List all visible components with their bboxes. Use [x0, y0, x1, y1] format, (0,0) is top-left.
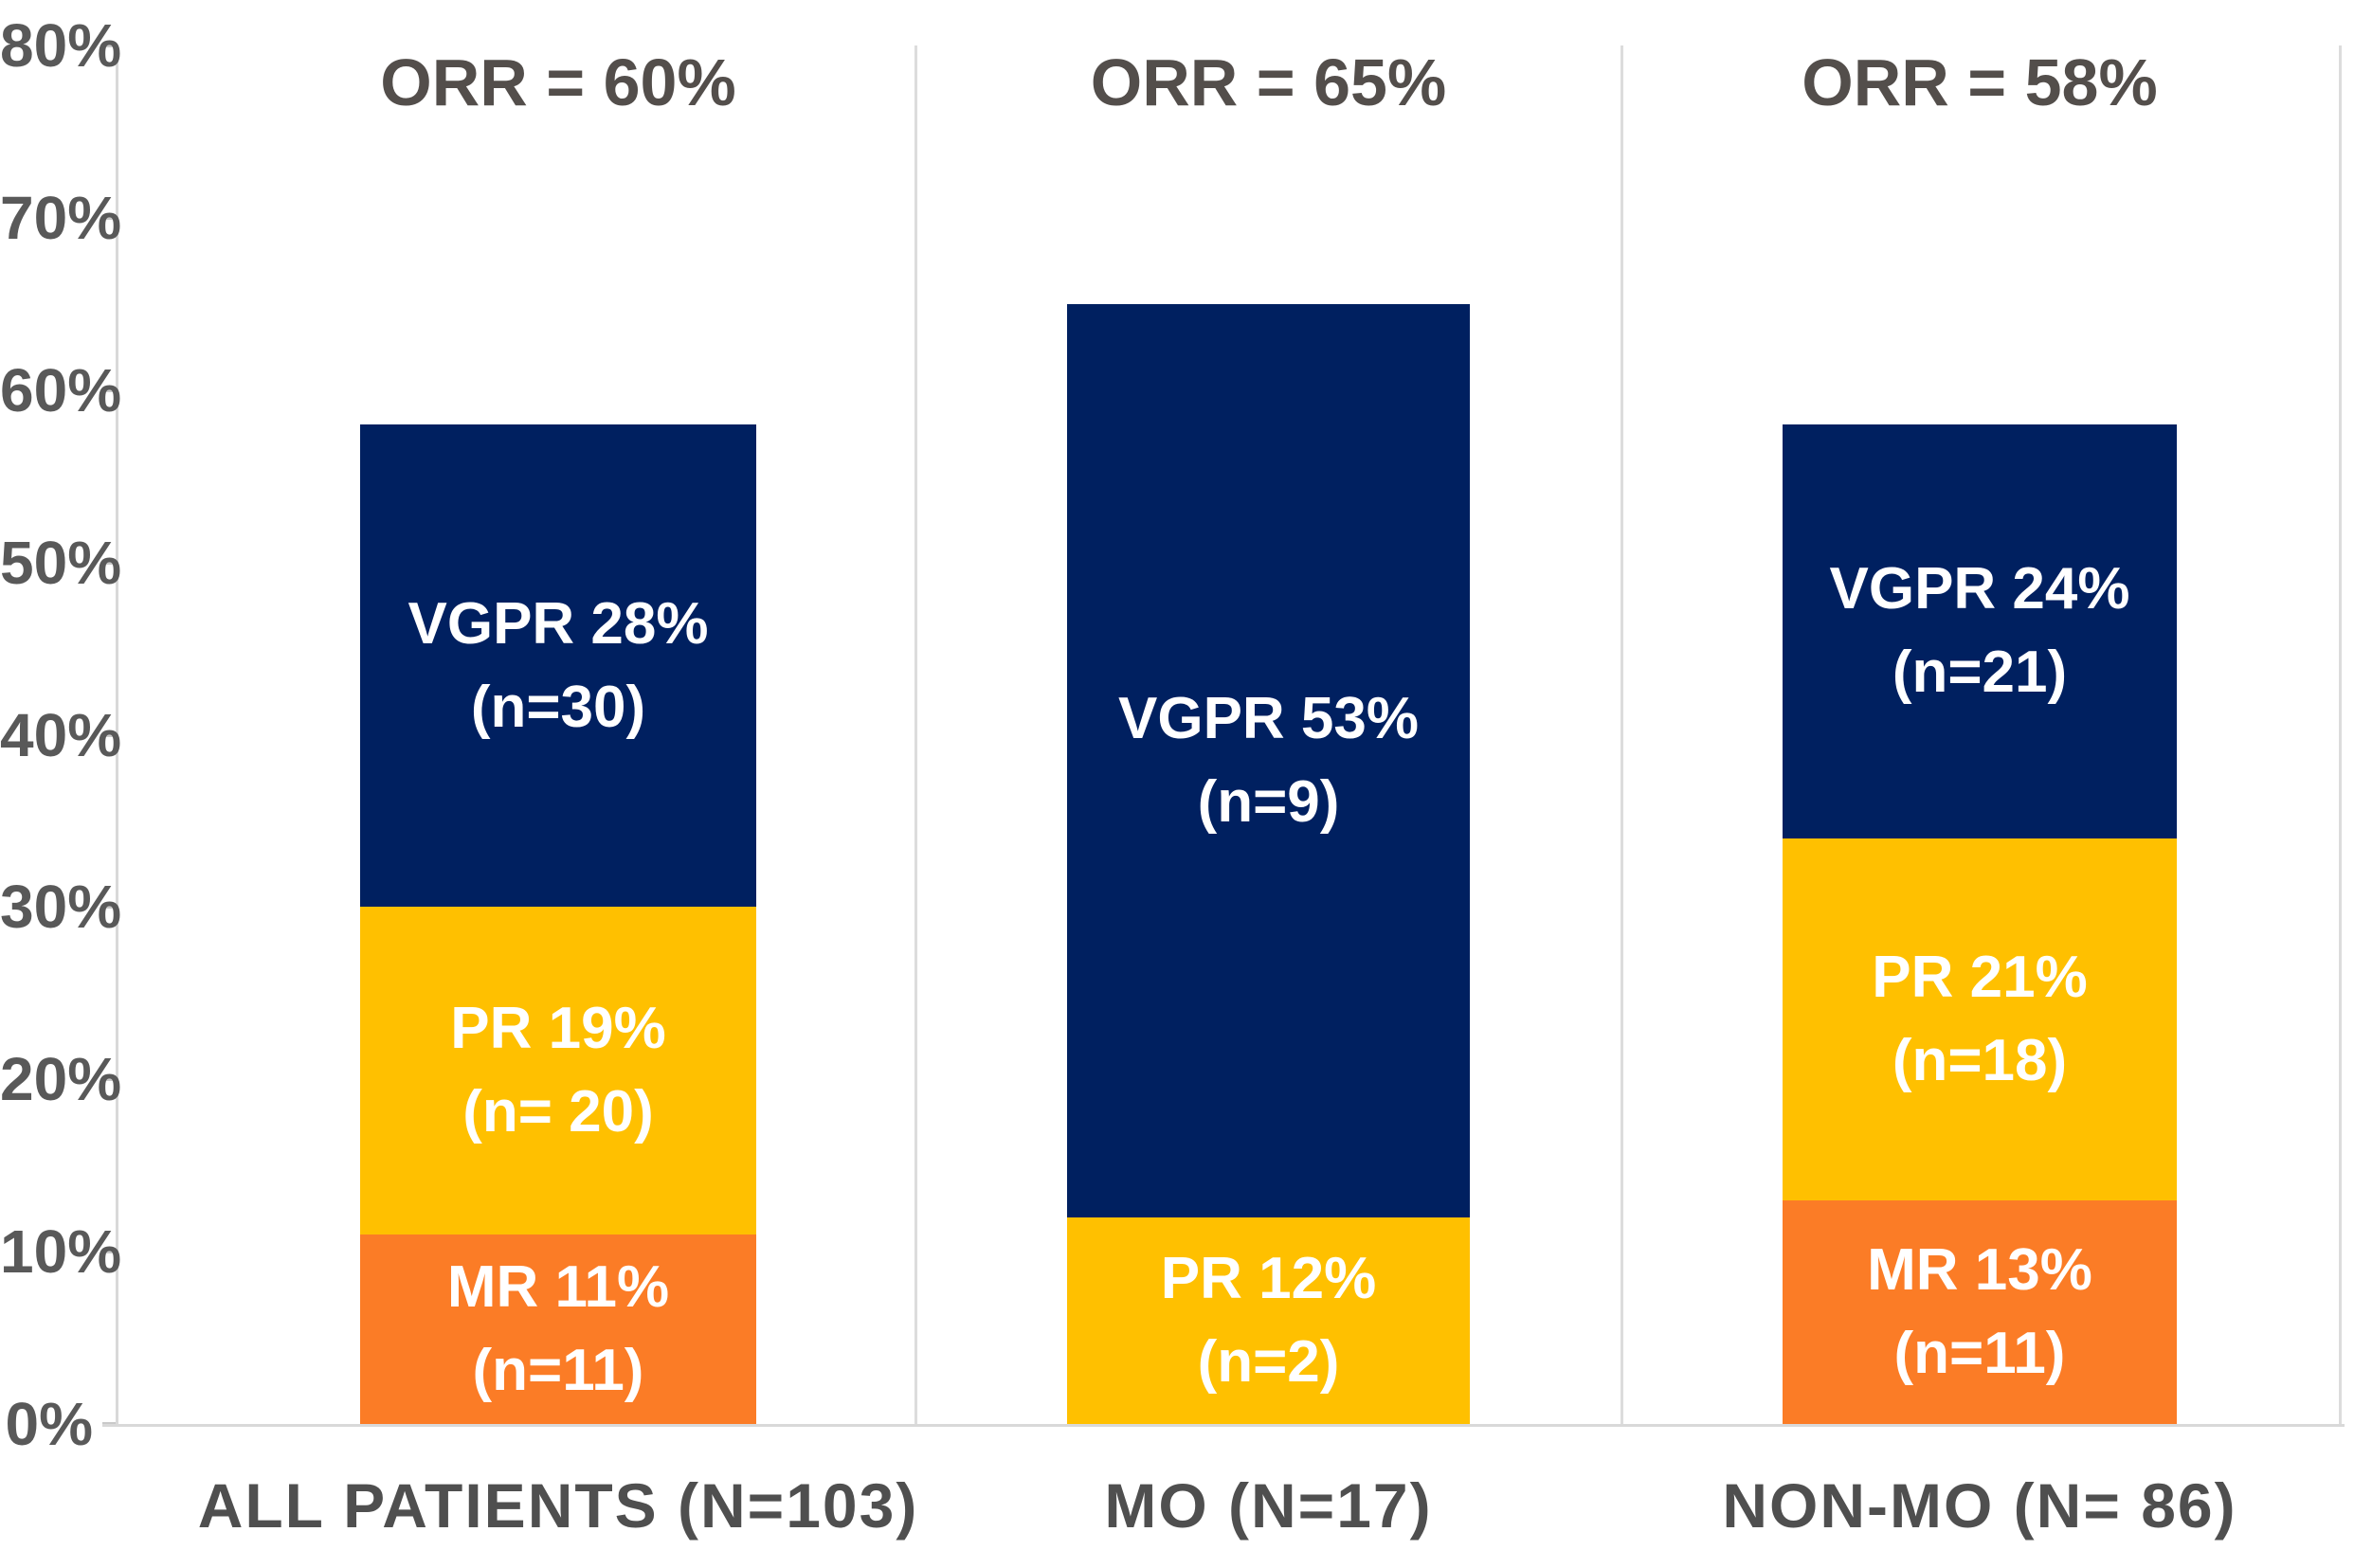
- y-axis-tick-label: 0%: [5, 1390, 94, 1458]
- y-axis-tick-label: 70%: [0, 183, 122, 252]
- x-axis-line: [102, 1424, 2345, 1427]
- y-axis-tick-label: 50%: [0, 528, 122, 597]
- segment-label-line2: (n=30): [470, 674, 646, 740]
- y-axis-tick: [102, 215, 116, 220]
- y-axis-tick-label: 20%: [0, 1045, 122, 1114]
- category-label: ALL PATIENTS (N=103): [197, 1470, 919, 1541]
- category-label: MO (N=17): [1104, 1470, 1433, 1541]
- segment-label-line1: PR 19%: [450, 996, 666, 1062]
- bar-segment-mr: MR 11% (n=11): [360, 1234, 756, 1424]
- bar-segment-vgpr: VGPR 24% (n=21): [1783, 424, 2177, 838]
- panel-divider: [1621, 45, 1623, 1424]
- segment-label-line2: (n= 20): [462, 1079, 654, 1145]
- y-axis-tick: [102, 387, 116, 392]
- segment-label-line1: MR 11%: [446, 1253, 670, 1320]
- y-axis-tick-label: 30%: [0, 873, 122, 942]
- stacked-bar: VGPR 53% (n=9) PR 12% (n=2): [1067, 303, 1470, 1424]
- y-axis-tick: [102, 1077, 116, 1082]
- y-axis-tick: [102, 732, 116, 737]
- panel-divider: [2339, 45, 2342, 1424]
- bar-segment-vgpr: VGPR 53% (n=9): [1067, 303, 1470, 1217]
- y-axis-line: [116, 45, 118, 1424]
- category-label: NON-MO (N= 86): [1722, 1470, 2237, 1541]
- bar-segment-pr: PR 12% (n=2): [1067, 1217, 1470, 1424]
- y-axis-tick-label: 60%: [0, 355, 122, 424]
- y-axis-tick-label: 40%: [0, 700, 122, 769]
- orr-label: ORR = 60%: [380, 45, 736, 119]
- y-axis-tick-label: 10%: [0, 1217, 122, 1287]
- bar-segment-pr: PR 19% (n= 20): [360, 907, 756, 1235]
- segment-label-line1: MR 13%: [1867, 1236, 2092, 1303]
- orr-label: ORR = 65%: [1090, 45, 1447, 119]
- segment-label-line2: (n=9): [1197, 768, 1340, 835]
- segment-label-line2: (n=11): [472, 1337, 644, 1403]
- stacked-bar: VGPR 28% (n=30) PR 19% (n= 20) MR 11% (n=11): [360, 424, 756, 1424]
- y-axis-tick: [102, 1250, 116, 1254]
- segment-label-line2: (n=18): [1892, 1027, 2068, 1093]
- segment-label-line1: PR 21%: [1872, 944, 2088, 1010]
- segment-label-line2: (n=11): [1893, 1320, 2066, 1386]
- y-axis-tick: [102, 560, 116, 565]
- panel-divider: [914, 45, 917, 1424]
- segment-label-line2: (n=21): [1892, 640, 2068, 706]
- y-axis-tick-label: 80%: [0, 11, 122, 80]
- segment-label-line1: VGPR 53%: [1117, 685, 1420, 751]
- segment-label-line2: (n=2): [1197, 1328, 1340, 1395]
- stacked-bar: VGPR 24% (n=21) PR 21% (n=18) MR 13% (n=11): [1783, 424, 2177, 1424]
- bar-segment-vgpr: VGPR 28% (n=30): [360, 424, 756, 908]
- bar-segment-pr: PR 21% (n=18): [1783, 838, 2177, 1200]
- segment-label-line1: VGPR 28%: [407, 590, 709, 657]
- segment-label-line1: PR 12%: [1160, 1245, 1377, 1311]
- bar-segment-mr: MR 13% (n=11): [1783, 1199, 2177, 1424]
- segment-label-line1: VGPR 24%: [1829, 556, 2130, 622]
- y-axis-tick: [102, 44, 116, 47]
- orr-label: ORR = 58%: [1802, 45, 2158, 119]
- y-axis-tick: [102, 905, 116, 910]
